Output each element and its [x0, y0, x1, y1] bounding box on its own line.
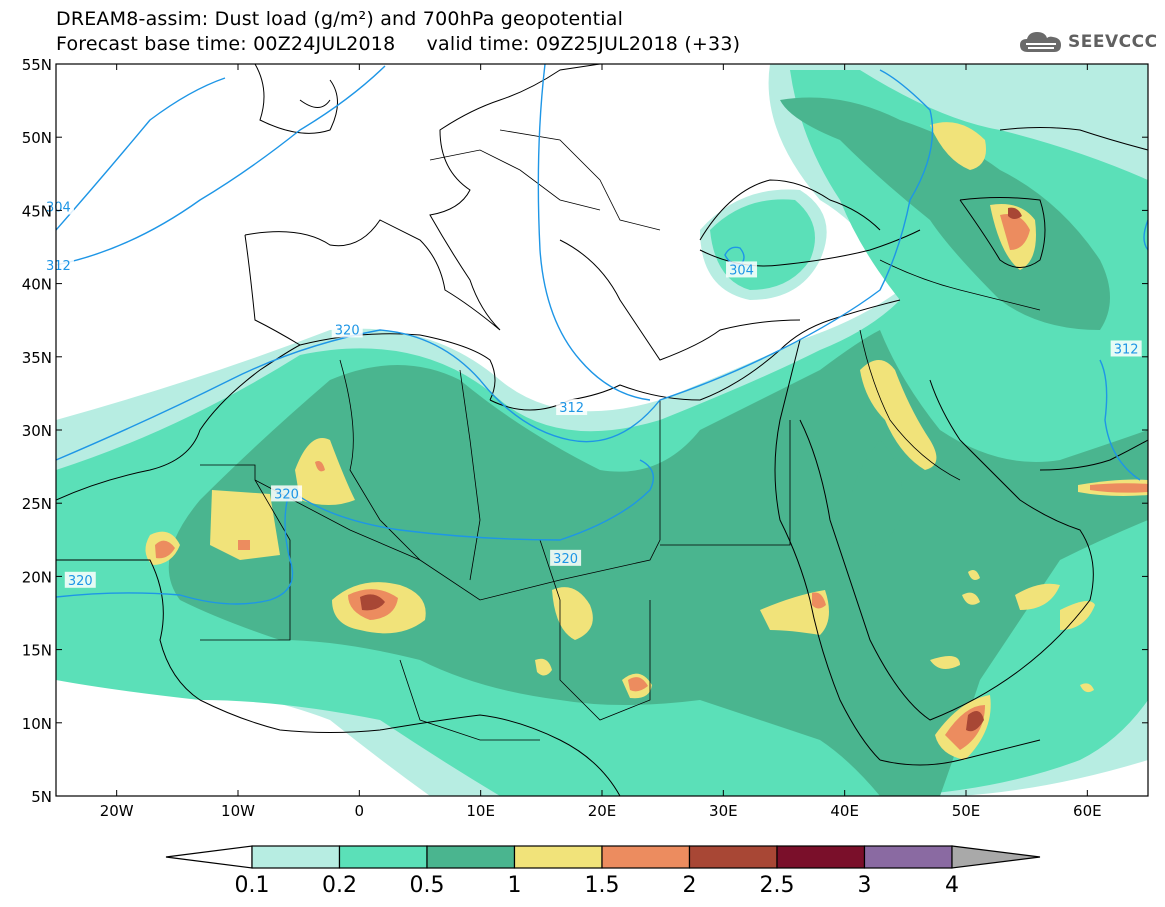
colorbar-swatch: [601, 845, 691, 869]
colorbar-label: 2.5: [760, 873, 795, 898]
colorbar-swatch: [688, 845, 778, 869]
lon-label: 30E: [709, 802, 738, 820]
lon-label: 40E: [830, 802, 859, 820]
forecast-time-line: Forecast base time: 00Z24JUL2018 valid t…: [56, 33, 741, 55]
colorbar-label: 1: [508, 873, 522, 898]
contour-label: 304: [729, 263, 754, 278]
contour-label-bg: [550, 549, 582, 566]
contour-label-bg: [271, 485, 303, 502]
contour-label-bg: [42, 198, 74, 215]
contour-label-bg: [64, 571, 96, 588]
lat-label: 20N: [22, 568, 52, 586]
lat-label: 45N: [22, 202, 52, 220]
contour-labels: 304 312 320 312 320 320 320 304 312: [42, 198, 1142, 589]
colorbar-label: 1.5: [585, 873, 620, 898]
lat-label: 50N: [22, 129, 52, 147]
lon-label: 20E: [588, 802, 617, 820]
lat-label: 5N: [31, 788, 52, 806]
dust-level-2: [360, 207, 1022, 732]
lat-label: 25N: [22, 495, 52, 513]
colorbar-legend: 0.1 0.2 0.5 1 1.5 2 2.5 3 4: [165, 845, 1041, 898]
contour-label-bg: [556, 399, 588, 416]
logo-text: SEEVCCC: [1068, 32, 1158, 52]
lat-label: 35N: [22, 349, 52, 367]
contour-label-bg: [726, 261, 758, 278]
contour-label-bg: [42, 257, 74, 274]
colorbar-swatch: [426, 845, 516, 869]
lon-label: 50E: [952, 802, 981, 820]
cloud-logo-icon: [1020, 32, 1061, 52]
lon-label: 10E: [466, 802, 495, 820]
contour-label-bg: [331, 321, 363, 338]
colorbar-label: 3: [858, 873, 872, 898]
map-title: DREAM8-assim: Dust load (g/m²) and 700hP…: [56, 8, 624, 30]
contour-label: 312: [559, 401, 584, 416]
dust-field: [56, 64, 1148, 796]
colorbar-swatch: [863, 845, 953, 869]
contour-label: 312: [1114, 342, 1139, 357]
lon-label: 10W: [221, 802, 255, 820]
contour-label: 320: [335, 323, 360, 338]
lon-label: 0: [355, 802, 365, 820]
lat-label: 30N: [22, 422, 52, 440]
contour-label: 320: [274, 487, 299, 502]
colorbar-low-arrow: [165, 845, 253, 869]
contour-label: 320: [68, 574, 93, 589]
lon-label: 20W: [100, 802, 134, 820]
contour-label-bg: [1110, 340, 1142, 357]
contour-label: 320: [553, 552, 578, 567]
coastlines: [56, 64, 1148, 796]
colorbar-swatch: [251, 845, 341, 869]
colorbar-high-arrow: [951, 845, 1041, 869]
contour-label: 312: [46, 259, 71, 274]
longitude-axis: 20W 10W 0 10E 20E 30E 40E 50E 60E: [100, 64, 1102, 820]
colorbar-swatch: [513, 845, 603, 869]
colorbar-label: 0.1: [235, 873, 270, 898]
colorbar-swatch: [338, 845, 428, 869]
colorbar-label: 2: [683, 873, 697, 898]
seevccc-logo: SEEVCCC: [1018, 28, 1158, 56]
lat-label: 15N: [22, 642, 52, 660]
latitude-axis: 55N 50N 45N 40N 35N 30N 25N 20N 15N 10N 5N: [22, 56, 1148, 806]
lat-label: 55N: [22, 56, 52, 74]
colorbar-label: 4: [945, 873, 959, 898]
colorbar-swatch: [776, 845, 866, 869]
colorbar-label: 0.5: [410, 873, 445, 898]
colorbar-label: 0.2: [322, 873, 357, 898]
dust-level-1.5: [155, 214, 1148, 750]
lon-label: 60E: [1073, 802, 1102, 820]
lat-label: 40N: [22, 276, 52, 294]
contour-label: 304: [46, 200, 71, 215]
lat-label: 10N: [22, 715, 52, 733]
